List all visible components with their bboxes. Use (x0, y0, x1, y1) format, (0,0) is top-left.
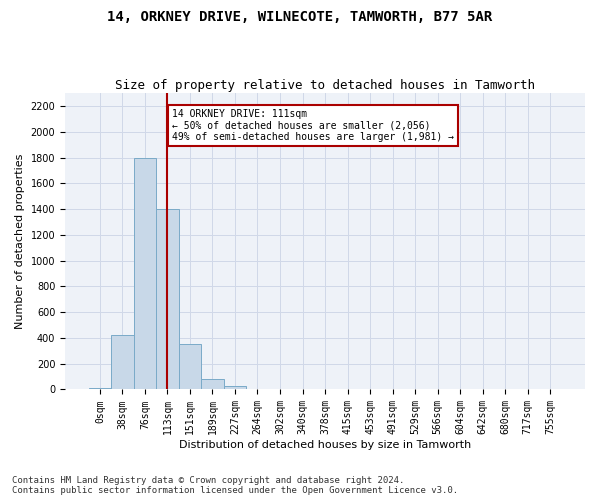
Title: Size of property relative to detached houses in Tamworth: Size of property relative to detached ho… (115, 79, 535, 92)
Bar (111, 336, 134, 390)
Bar (156, 209, 179, 390)
Text: Contains HM Land Registry data © Crown copyright and database right 2024.
Contai: Contains HM Land Registry data © Crown c… (12, 476, 458, 495)
Y-axis label: Number of detached properties: Number of detached properties (15, 154, 25, 329)
Bar (224, 386, 246, 390)
Text: 14, ORKNEY DRIVE, WILNECOTE, TAMWORTH, B77 5AR: 14, ORKNEY DRIVE, WILNECOTE, TAMWORTH, B… (107, 10, 493, 24)
X-axis label: Distribution of detached houses by size in Tamworth: Distribution of detached houses by size … (179, 440, 471, 450)
Bar (89, 388, 111, 390)
Bar (134, 158, 156, 390)
Bar (179, 344, 201, 390)
Text: 14 ORKNEY DRIVE: 111sqm
← 50% of detached houses are smaller (2,056)
49% of semi: 14 ORKNEY DRIVE: 111sqm ← 50% of detache… (172, 108, 454, 142)
Bar (201, 379, 224, 390)
